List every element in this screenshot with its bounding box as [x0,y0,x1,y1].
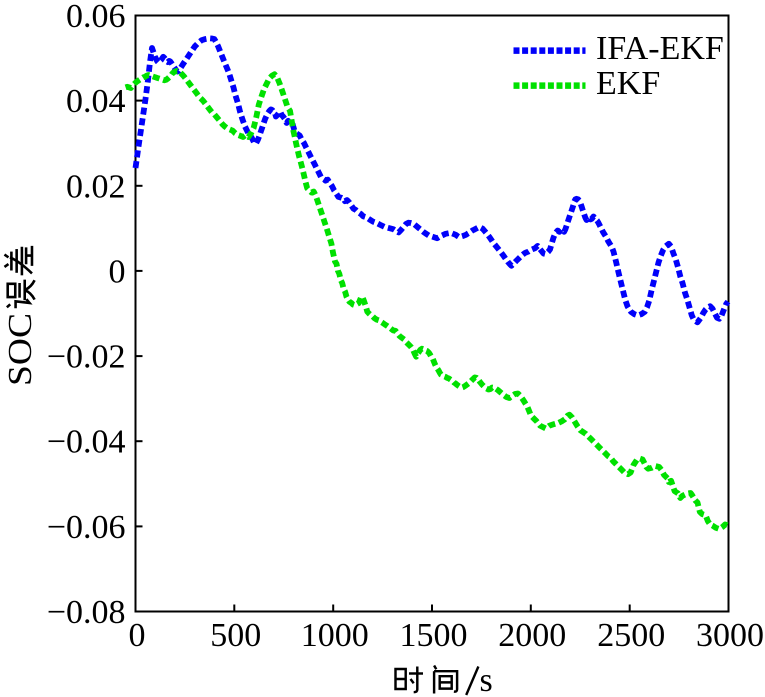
svg-text:1000: 1000 [301,617,369,654]
svg-text:0.06: 0.06 [66,0,126,35]
svg-text:SOC: SOC [2,313,39,386]
svg-text:0.02: 0.02 [66,168,126,205]
svg-text:1500: 1500 [400,617,468,654]
svg-text:3000: 3000 [696,617,764,654]
svg-text:0: 0 [129,617,146,654]
svg-text:−0.06: −0.06 [47,509,126,546]
svg-text:IFA-EKF: IFA-EKF [596,30,724,67]
svg-text:500: 500 [210,617,261,654]
svg-text:−0.08: −0.08 [47,594,126,631]
svg-text:s: s [480,662,493,697]
svg-text:2500: 2500 [597,617,665,654]
svg-text:2000: 2000 [498,617,566,654]
svg-text:0: 0 [109,253,126,290]
svg-text:EKF: EKF [596,65,660,102]
svg-text:−0.04: −0.04 [47,424,126,461]
svg-text:−0.02: −0.02 [47,339,126,376]
svg-text:0.04: 0.04 [66,83,126,120]
